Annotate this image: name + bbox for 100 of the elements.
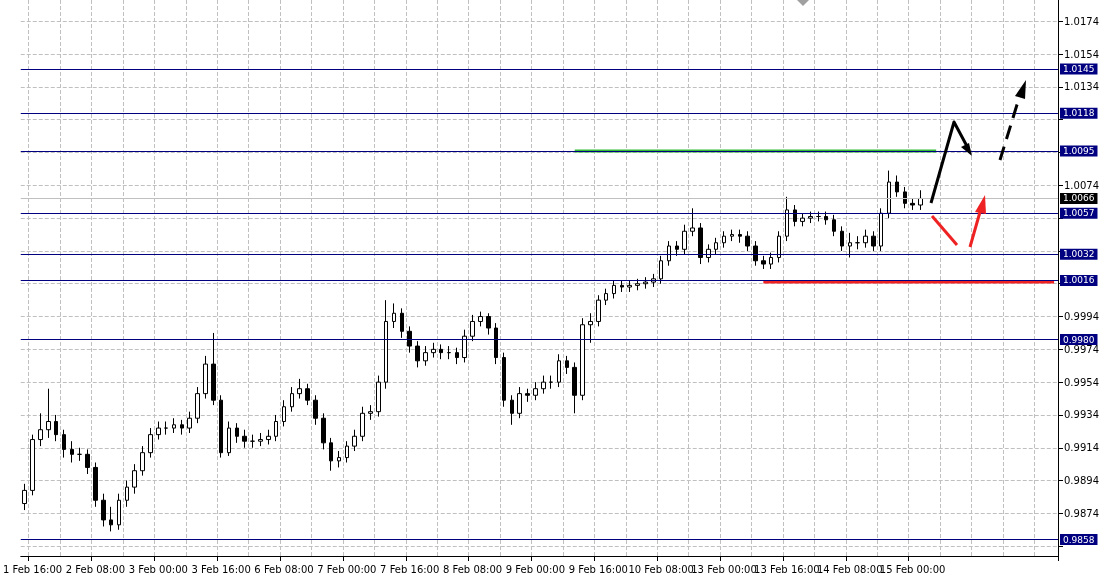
candlestick <box>54 414 58 442</box>
candlestick <box>46 388 51 439</box>
y-tick-label: 0.9874 <box>1064 507 1099 519</box>
y-tick-label: 0.9994 <box>1064 311 1099 323</box>
candlestick <box>77 447 82 462</box>
candlestick <box>431 342 436 359</box>
candlestick <box>195 386 200 424</box>
candlestick <box>93 462 98 508</box>
candlestick <box>793 204 797 227</box>
candlestick <box>384 299 388 390</box>
candlestick <box>282 399 286 427</box>
candlestick <box>70 440 74 464</box>
candlestick <box>800 212 805 227</box>
ref-line-label: 1.0095 <box>1063 145 1095 156</box>
x-tick-label: 13 Feb 00:00 <box>691 563 757 575</box>
candlestick <box>258 432 263 447</box>
candlestick <box>156 421 161 441</box>
candlestick <box>368 404 373 421</box>
candlestick <box>785 196 789 242</box>
candlestick <box>863 229 868 249</box>
ref-line-label: 1.0032 <box>1063 249 1095 260</box>
x-tick-label: 9 Feb 00:00 <box>505 563 566 575</box>
candlestick <box>250 434 255 449</box>
y-tick-label: 0.9914 <box>1064 442 1099 454</box>
candlestick <box>101 493 106 527</box>
ref-line-label: 0.9858 <box>1063 534 1095 545</box>
candlestick <box>486 312 491 336</box>
candlestick <box>659 255 663 285</box>
candlestick <box>714 237 718 255</box>
candlestick <box>242 429 247 449</box>
y-tick-label: 0.9974 <box>1064 343 1099 355</box>
candlestick <box>30 434 35 496</box>
candlestick <box>675 240 679 257</box>
y-tick-label: 1.0074 <box>1064 179 1099 191</box>
candlestick <box>580 317 585 401</box>
candlestick <box>203 355 208 400</box>
candlestick <box>549 375 553 390</box>
candlestick <box>887 170 891 219</box>
candlestick <box>407 325 412 354</box>
candlestick <box>761 255 766 270</box>
candlestick <box>140 445 145 477</box>
candlestick <box>690 207 695 237</box>
candlestick <box>125 480 129 508</box>
ref-line-label: 1.0145 <box>1063 63 1095 74</box>
candlestick <box>305 383 310 406</box>
candlestick <box>494 322 498 365</box>
ref-line-label: 1.0016 <box>1063 275 1095 286</box>
candlestick <box>557 353 561 388</box>
ref-line-label: 1.0057 <box>1063 208 1095 219</box>
x-tick-label: 1 Feb 16:00 <box>2 563 63 575</box>
candlestick <box>148 427 153 459</box>
candlestick <box>117 493 121 531</box>
candlestick <box>565 355 569 375</box>
candlestick <box>180 419 184 436</box>
candlestick <box>376 375 381 418</box>
x-tick-label: 3 Feb 00:00 <box>128 563 188 575</box>
candlestick <box>525 388 530 403</box>
ref-line-label: 1.0118 <box>1063 108 1095 119</box>
candlestick <box>643 276 648 290</box>
x-tick-label: 10 Feb 08:00 <box>628 563 694 575</box>
candlestick <box>533 381 538 401</box>
candlestick <box>38 412 43 447</box>
candlestick <box>682 224 687 255</box>
candlestick <box>541 375 546 395</box>
candlestick <box>698 222 703 265</box>
candlestick <box>187 411 192 434</box>
candlestick <box>227 421 231 457</box>
candlestick <box>722 230 726 249</box>
candlestick <box>321 412 326 450</box>
candlestick <box>667 240 671 267</box>
candlestick <box>290 386 294 413</box>
candlestick <box>840 225 844 252</box>
candlestick <box>22 483 27 511</box>
candlestick <box>596 294 601 327</box>
candlestick <box>879 207 883 252</box>
candlestick <box>313 394 318 426</box>
candlestick <box>164 421 168 436</box>
candlestick <box>588 312 593 344</box>
candlestick <box>109 506 113 532</box>
candlestick <box>345 440 349 464</box>
candlestick <box>439 343 443 360</box>
candlestick <box>172 417 176 434</box>
x-tick-label: 9 Feb 16:00 <box>568 563 628 575</box>
y-tick-label: 1.0174 <box>1064 15 1099 27</box>
candlestick <box>85 448 90 475</box>
x-tick-label: 7 Feb 16:00 <box>380 563 440 575</box>
candlestick <box>769 252 773 270</box>
candlestick <box>635 278 640 291</box>
candlestick <box>918 189 923 211</box>
candlestick <box>745 230 750 252</box>
candlestick <box>352 429 357 452</box>
candlestick <box>470 314 475 342</box>
candlestick <box>455 347 459 365</box>
candlestick <box>329 437 333 472</box>
candlestick <box>517 386 522 419</box>
candlestick <box>824 211 828 226</box>
candlestick <box>62 429 66 459</box>
candlestick <box>604 288 608 306</box>
candlestick <box>235 422 239 444</box>
y-tick-label: 1.0154 <box>1064 48 1099 60</box>
